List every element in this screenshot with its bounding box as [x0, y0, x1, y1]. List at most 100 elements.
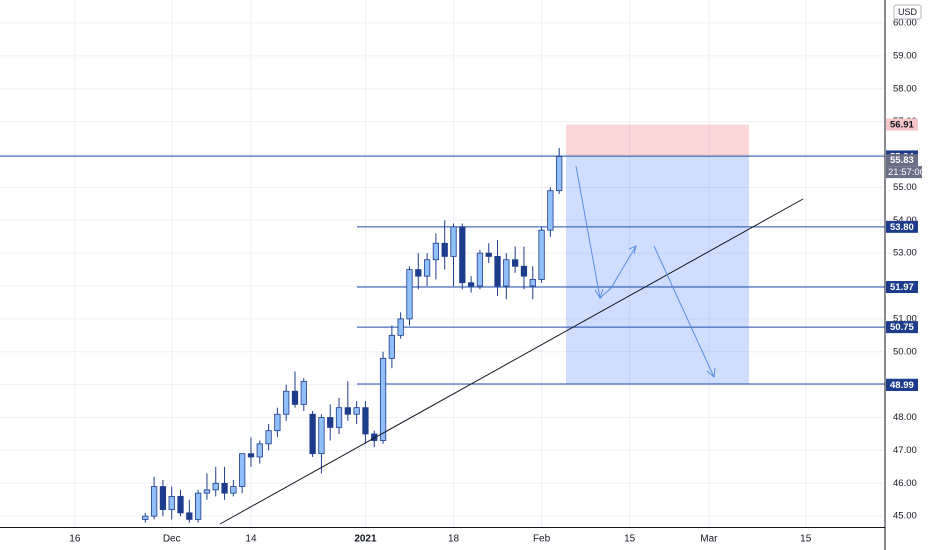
y-tick-label: 55.00 — [893, 182, 917, 193]
candle — [265, 424, 272, 451]
y-tick-label: 53.00 — [893, 248, 917, 259]
candle — [203, 473, 211, 500]
overlay — [219, 165, 804, 525]
candle — [177, 489, 184, 517]
price-tag-label: 55.83 — [890, 155, 914, 166]
candle-body — [529, 279, 536, 287]
candle — [256, 440, 263, 464]
candle-body — [212, 482, 219, 491]
arrow-head — [628, 245, 637, 255]
candle-body — [159, 486, 167, 510]
candle-body — [344, 407, 351, 415]
candle — [379, 351, 387, 444]
candle-body — [177, 496, 184, 514]
candle-body — [397, 318, 404, 336]
candle — [309, 410, 316, 457]
candle — [520, 246, 528, 290]
candle-body — [423, 259, 431, 277]
y-tick-label: 50.00 — [893, 346, 917, 357]
x-tick-label: 2021 — [354, 534, 377, 545]
y-tick-label: 60.00 — [893, 18, 917, 29]
candle — [512, 246, 519, 273]
candle-body — [415, 269, 422, 277]
countdown-tag — [886, 166, 922, 179]
countdown: 21:57:00 — [888, 167, 925, 178]
x-tick-label: 15 — [624, 534, 636, 545]
candle-body — [335, 407, 343, 428]
candles — [142, 147, 563, 523]
risk-box — [566, 124, 749, 157]
x-tick-label: Dec — [163, 534, 181, 545]
candle — [494, 239, 501, 296]
candle — [397, 312, 404, 339]
y-tick-label: 54.00 — [893, 215, 917, 226]
candle-body — [318, 417, 325, 455]
candle — [274, 407, 281, 438]
candle-body — [353, 407, 360, 415]
arrow-head — [594, 288, 604, 300]
candle-body — [520, 265, 528, 277]
candle — [291, 371, 299, 408]
candle — [441, 220, 448, 270]
candle-body — [379, 357, 387, 441]
axis-labels: 16 Dec 14 2021 18 Feb 15 Mar 15 45.00 46.00 47.00 48… — [69, 18, 925, 545]
currency: USD — [898, 7, 918, 17]
price-tag — [886, 321, 918, 334]
y-tick-label: 45.00 — [893, 511, 917, 522]
x-tick-label: Feb — [533, 534, 551, 545]
candle — [503, 253, 510, 300]
candle — [327, 404, 334, 441]
candle — [212, 466, 219, 497]
candle — [459, 223, 466, 290]
reward-box — [566, 156, 749, 384]
candle-body — [450, 226, 457, 257]
price-tag-label: 56.91 — [890, 120, 914, 131]
y-tick-label: 46.00 — [893, 478, 917, 489]
candle — [230, 479, 237, 497]
x-tick-label: 18 — [448, 534, 460, 545]
candle — [353, 401, 360, 425]
y-tick-label: 48.00 — [893, 412, 917, 423]
candle-body — [291, 390, 299, 405]
candle-body — [494, 256, 501, 287]
candle — [547, 187, 554, 237]
candle — [221, 466, 228, 500]
price-tag — [886, 118, 918, 131]
currency-box — [893, 4, 922, 20]
candle-body — [547, 190, 554, 231]
candle-body — [239, 453, 246, 487]
candle — [344, 381, 351, 421]
y-tick-label: 51.00 — [893, 313, 917, 324]
candle-body — [142, 515, 149, 520]
candle — [142, 512, 149, 523]
arrow-head — [706, 367, 716, 378]
candle — [406, 266, 413, 326]
candle — [318, 414, 325, 474]
projection-arrows — [575, 165, 716, 378]
x-tick-label: Mar — [700, 534, 718, 545]
candle-body — [168, 496, 175, 510]
candle-body — [230, 486, 237, 494]
candle-body — [485, 252, 492, 257]
candle — [150, 476, 158, 520]
y-tick-label: 59.00 — [893, 50, 917, 61]
price-axis — [885, 0, 932, 550]
candle — [195, 489, 202, 523]
candle — [467, 276, 475, 293]
candle — [283, 384, 290, 421]
candle-body — [476, 252, 484, 287]
price-tag — [886, 281, 918, 294]
candle-body — [371, 433, 378, 441]
price-tag-label: 48.99 — [890, 380, 914, 391]
candle-body — [388, 334, 395, 359]
candle — [186, 499, 193, 523]
candle-body — [327, 417, 334, 428]
candle — [485, 243, 492, 264]
candle — [556, 147, 563, 194]
candle — [300, 378, 307, 411]
candle — [388, 325, 395, 369]
candle — [335, 397, 343, 434]
drawings — [0, 124, 885, 385]
candle-body — [467, 282, 475, 287]
